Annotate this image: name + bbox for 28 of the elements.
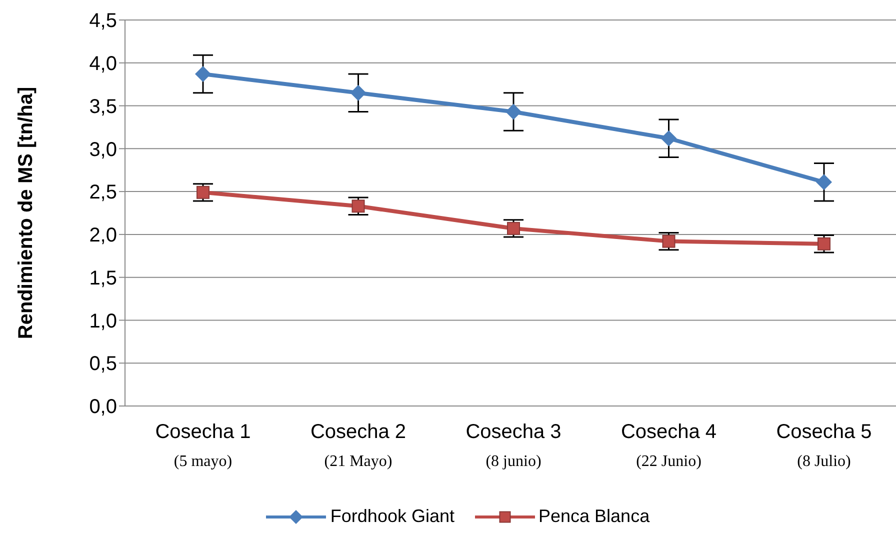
y-tick-label: 2,0 bbox=[89, 224, 117, 247]
y-axis-title: Rendimiento de MS [tn/ha] bbox=[15, 86, 38, 340]
point bbox=[352, 200, 365, 213]
y-tick-label: 0,5 bbox=[89, 353, 117, 376]
y-tick-label: 1,0 bbox=[89, 310, 117, 332]
point bbox=[818, 237, 830, 250]
point bbox=[506, 104, 522, 120]
point bbox=[196, 186, 210, 199]
y-tick-label: 3,0 bbox=[89, 138, 117, 161]
point bbox=[660, 130, 677, 146]
point bbox=[816, 174, 832, 190]
y-tick-label: 0,0 bbox=[89, 396, 117, 418]
y-tick-label: 3,5 bbox=[89, 96, 117, 118]
y-tick-label: 4,0 bbox=[89, 52, 117, 75]
x-tick-label: Cosecha 3 (8 junio) bbox=[466, 421, 562, 470]
y-tick-label: 4,5 bbox=[89, 10, 117, 32]
x-tick-label: Cosecha 1 (5 mayo) bbox=[155, 421, 251, 470]
point bbox=[507, 222, 520, 235]
y-tick-label: 1,5 bbox=[89, 267, 117, 290]
point bbox=[195, 66, 211, 82]
y-tick-label: 2,5 bbox=[89, 182, 117, 204]
x-tick-label: Cosecha 4 (22 Junio) bbox=[620, 421, 717, 470]
x-tick-label: Cosecha 2 (21 Mayo) bbox=[310, 421, 406, 470]
legend-label: Fordhook Giant bbox=[330, 506, 454, 527]
x-tick-label: Cosecha 5 (8 Julio) bbox=[776, 421, 872, 470]
point bbox=[662, 234, 676, 248]
legend-label: Penca Blanca bbox=[538, 506, 650, 527]
point bbox=[350, 84, 366, 101]
